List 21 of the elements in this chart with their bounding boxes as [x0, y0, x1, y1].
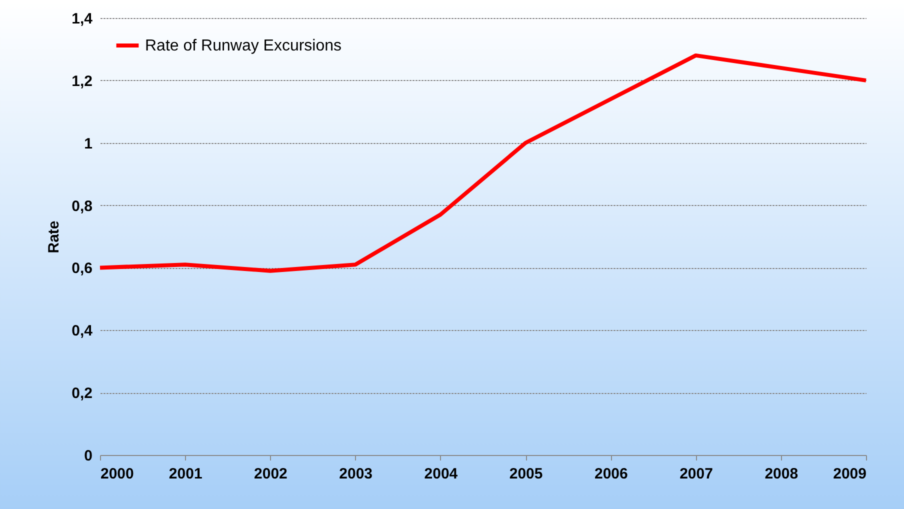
x-tick-label: 2000	[100, 466, 134, 482]
legend-label: Rate of Runway Excursions	[145, 38, 342, 54]
y-tick-label: 1,4	[72, 10, 94, 28]
line-series	[98, 53, 868, 273]
x-tick-label: 2001	[168, 466, 202, 482]
y-tick-label: 1,2	[72, 72, 92, 90]
x-tick-label: 2005	[509, 466, 543, 482]
y-axis-title: Rate	[46, 220, 63, 254]
x-tick-label: 2003	[339, 466, 373, 482]
y-tick-label: 0,6	[72, 260, 92, 278]
y-tick-label: 1	[84, 135, 92, 152]
x-tick-label: 2009	[833, 466, 866, 482]
x-tick-label: 2006	[594, 466, 628, 482]
x-tick-label: 2008	[764, 466, 798, 482]
y-tick-label: 0,4	[72, 322, 94, 340]
x-tick-label: 2007	[680, 466, 713, 482]
x-tick-label: 2004	[424, 466, 458, 482]
y-tick-label: 0,2	[72, 385, 92, 402]
x-tick-label: 2002	[254, 466, 288, 482]
y-tick-label: 0,8	[72, 198, 92, 215]
y-tick-label: 0	[84, 448, 92, 464]
